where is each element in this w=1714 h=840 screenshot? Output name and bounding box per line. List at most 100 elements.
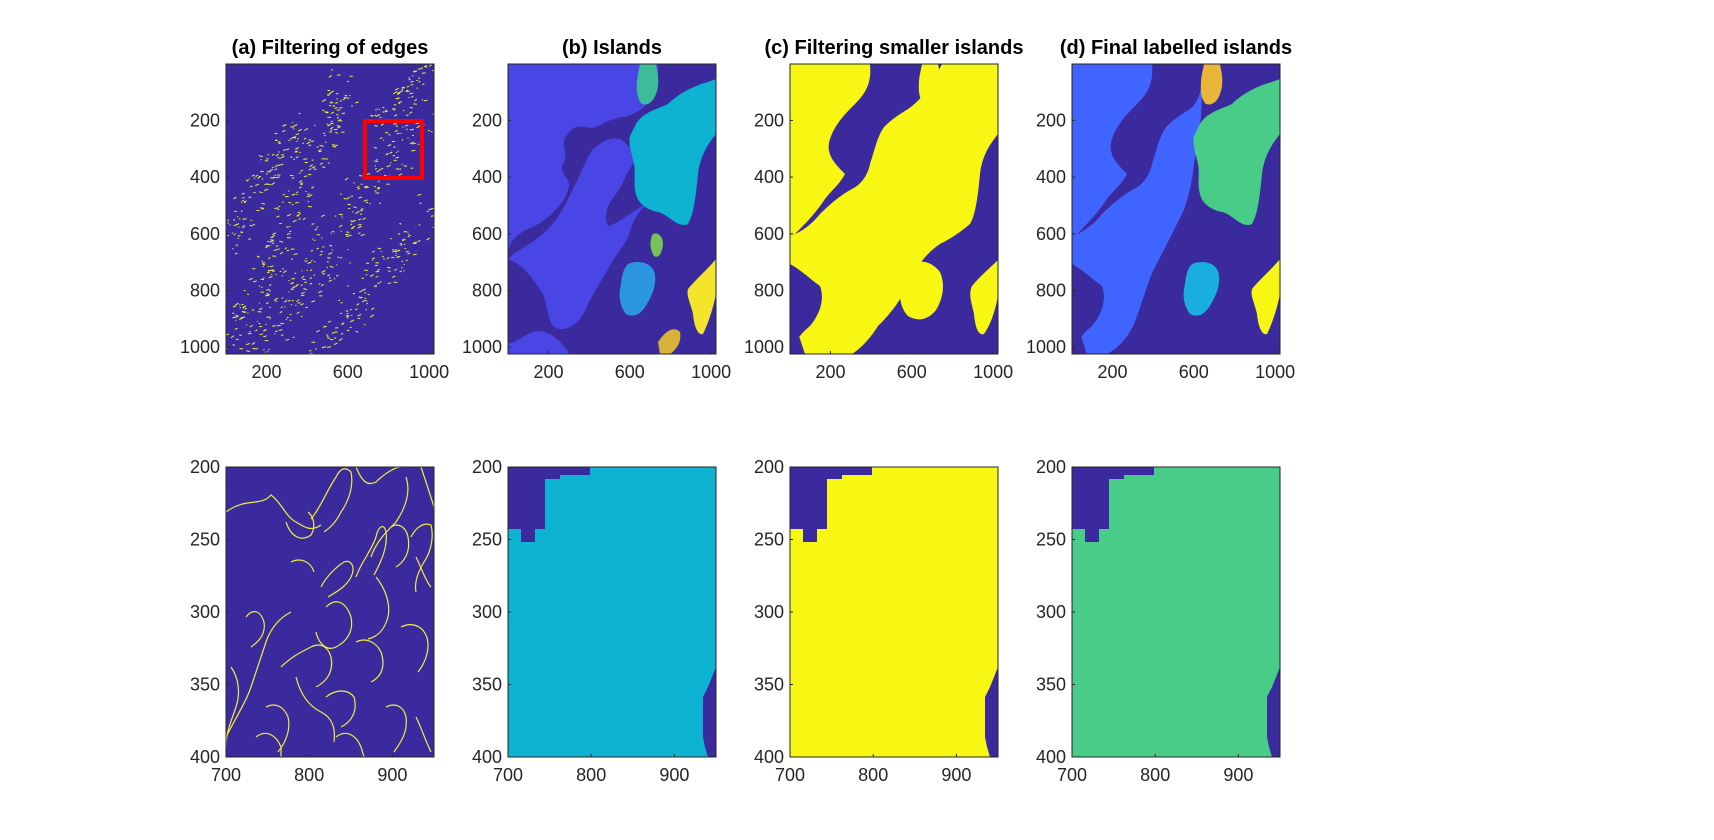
edge-pixel xyxy=(408,78,411,81)
y-tick-label: 800 xyxy=(190,281,220,301)
edge-pixel xyxy=(256,347,259,350)
y-tick-label: 400 xyxy=(472,747,502,767)
edge-pixel xyxy=(412,142,416,145)
label-cyan-island xyxy=(1183,261,1220,316)
edge-pixel xyxy=(376,186,380,189)
island-cyan xyxy=(629,79,716,226)
island-green xyxy=(650,233,663,257)
edge-pixel xyxy=(273,297,278,302)
edge-pixel xyxy=(395,156,400,159)
edge-pixel xyxy=(235,302,239,306)
edge-pixel xyxy=(398,173,403,176)
x-tick-label: 200 xyxy=(1097,362,1127,382)
edge-pixel xyxy=(308,144,312,147)
edge-pixel xyxy=(272,232,277,235)
edge-pixel xyxy=(290,258,294,260)
edge-pixel xyxy=(309,164,313,168)
zoom-region-box xyxy=(363,119,424,180)
edge-pixel xyxy=(306,141,311,145)
island-large-blue xyxy=(508,64,659,259)
edge-pixel xyxy=(238,334,242,336)
edge-pixel xyxy=(302,142,305,145)
y-tick-label: 1000 xyxy=(744,337,784,357)
y-tick-label: 400 xyxy=(1036,747,1066,767)
edge-pixel xyxy=(407,234,412,238)
edge-pixel xyxy=(379,202,382,204)
edge-pixel xyxy=(414,98,418,102)
edge-pixel xyxy=(318,282,321,285)
edge-pixel xyxy=(295,156,299,159)
edge-pixel xyxy=(241,192,245,195)
edge-pixel xyxy=(353,181,355,184)
binary-island-mid xyxy=(900,261,943,320)
edge-pixel xyxy=(282,268,284,270)
island-teal xyxy=(636,64,659,105)
edge-pixel xyxy=(297,128,303,132)
label-blue-island xyxy=(1072,64,1153,236)
edge-pixel xyxy=(320,283,325,287)
edge-pixel xyxy=(363,199,368,202)
edge-contours xyxy=(226,467,434,757)
edge-pixel xyxy=(267,269,272,272)
x-axis: 200 600 1000 xyxy=(1097,351,1295,382)
edge-pixel xyxy=(309,282,313,285)
edge-pixel xyxy=(339,107,343,109)
edge-pixel xyxy=(242,311,246,314)
x-tick-label: 1000 xyxy=(1255,362,1295,382)
edge-pixel xyxy=(352,219,357,222)
background-corner xyxy=(508,467,590,542)
edge-pixel xyxy=(286,213,292,217)
panel-d-zoom: 200 250 300 350 400 700 800 900 xyxy=(1036,457,1281,785)
edge-pixel xyxy=(321,157,324,160)
x-axis: 200 600 1000 xyxy=(815,351,1013,382)
edge-pixel xyxy=(378,108,381,111)
edge-pixel xyxy=(332,145,337,148)
edge-pixel xyxy=(306,269,309,272)
edge-pixel xyxy=(251,341,256,345)
edge-pixel xyxy=(328,279,333,282)
edge-pixel xyxy=(355,101,359,104)
edge-pixel xyxy=(384,131,389,134)
label-background-patch xyxy=(1072,264,1104,349)
edge-pixel xyxy=(321,269,326,273)
edge-pixel xyxy=(271,182,276,186)
edge-pixel xyxy=(359,290,363,293)
edge-pixel xyxy=(258,307,263,311)
edge-pixel xyxy=(331,249,334,251)
edge-pixel xyxy=(336,274,339,277)
axes-frame xyxy=(1071,63,1281,355)
panel-b-top: (b) Islands 200 400 600 800 1000 200 600 1000 xyxy=(462,37,731,382)
edge-pixel xyxy=(293,253,298,255)
edge-pixel xyxy=(409,141,414,145)
edge-pixel xyxy=(299,172,301,175)
y-tick-label: 1000 xyxy=(1026,337,1066,357)
edge-pixel xyxy=(340,301,343,304)
x-tick-label: 600 xyxy=(615,362,645,382)
y-axis: 200 400 600 800 1000 xyxy=(1026,110,1075,357)
edge-pixel xyxy=(320,237,323,239)
edge-pixel xyxy=(304,161,308,164)
edge-pixel xyxy=(258,155,263,158)
edge-pixel xyxy=(312,166,316,169)
edge-pixel xyxy=(361,288,366,291)
edge-pixel xyxy=(336,125,341,128)
edge-pixel xyxy=(397,233,401,236)
edge-pixel xyxy=(416,124,421,129)
edge-pixel xyxy=(375,114,381,117)
x-tick-label: 900 xyxy=(659,765,689,785)
edge-pixel xyxy=(358,296,363,299)
edge-pixel xyxy=(230,335,235,339)
label-yellow-island xyxy=(1251,259,1280,335)
edge-pixel xyxy=(297,213,301,217)
edge-pixel xyxy=(321,214,325,217)
x-tick-label: 600 xyxy=(897,362,927,382)
y-tick-label: 200 xyxy=(190,110,220,130)
edge-pixel xyxy=(336,114,339,116)
edge-pixel xyxy=(397,101,402,104)
edge-pixel xyxy=(394,130,398,132)
x-tick-label: 1000 xyxy=(691,362,731,382)
y-tick-label: 600 xyxy=(472,224,502,244)
y-tick-label: 300 xyxy=(1036,602,1066,622)
edge-pixel xyxy=(264,188,269,191)
edge-pixel xyxy=(263,335,266,338)
